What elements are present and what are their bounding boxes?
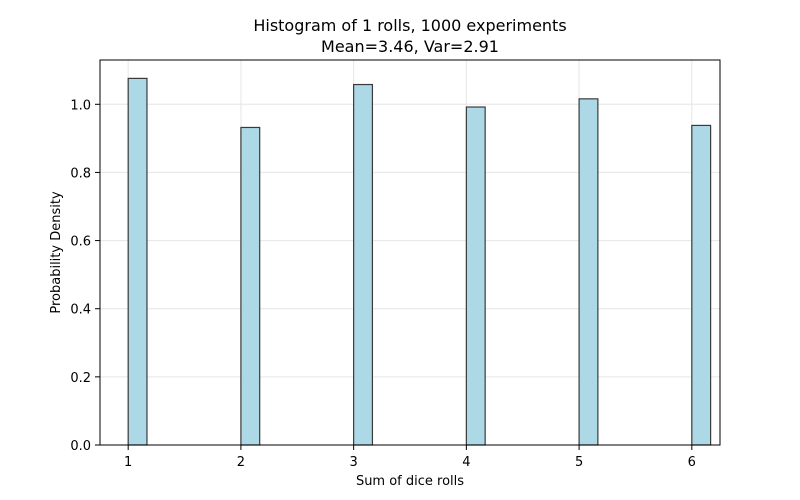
bar-layer [127,77,712,446]
y-tick-label-0: 0.0 [70,439,91,454]
histogram-bar-6 [691,124,712,446]
chart-subtitle: Mean=3.46, Var=2.91 [321,37,499,56]
x-tick-label-2: 3 [349,455,357,470]
tick-layer: 1 2 3 4 5 6 0.0 0.2 0.4 0.6 0.8 1.0 [70,98,696,470]
x-tick-label-3: 4 [462,455,470,470]
y-tick-label-3: 0.6 [70,235,91,250]
x-tick-label-1: 2 [237,455,245,470]
histogram-bar-4 [465,106,486,446]
histogram-bar-5 [578,98,599,446]
y-tick-label-1: 0.2 [70,371,91,386]
y-tick-label-4: 0.8 [70,166,91,181]
plot-frame [99,59,721,446]
y-tick-label-5: 1.0 [70,98,91,113]
grid-layer [100,60,720,446]
histogram-bar-2 [240,126,261,446]
histogram-bar-3 [353,83,374,446]
y-tick-label-2: 0.4 [70,303,91,318]
histogram-bar-1 [127,77,148,446]
x-axis-label: Sum of dice rolls [356,474,464,489]
x-tick-label-0: 1 [124,455,132,470]
y-axis-label: Probability Density [49,191,64,314]
chart-title: Histogram of 1 rolls, 1000 experiments [253,16,566,35]
x-tick-label-4: 5 [575,455,583,470]
x-tick-label-5: 6 [688,455,696,470]
